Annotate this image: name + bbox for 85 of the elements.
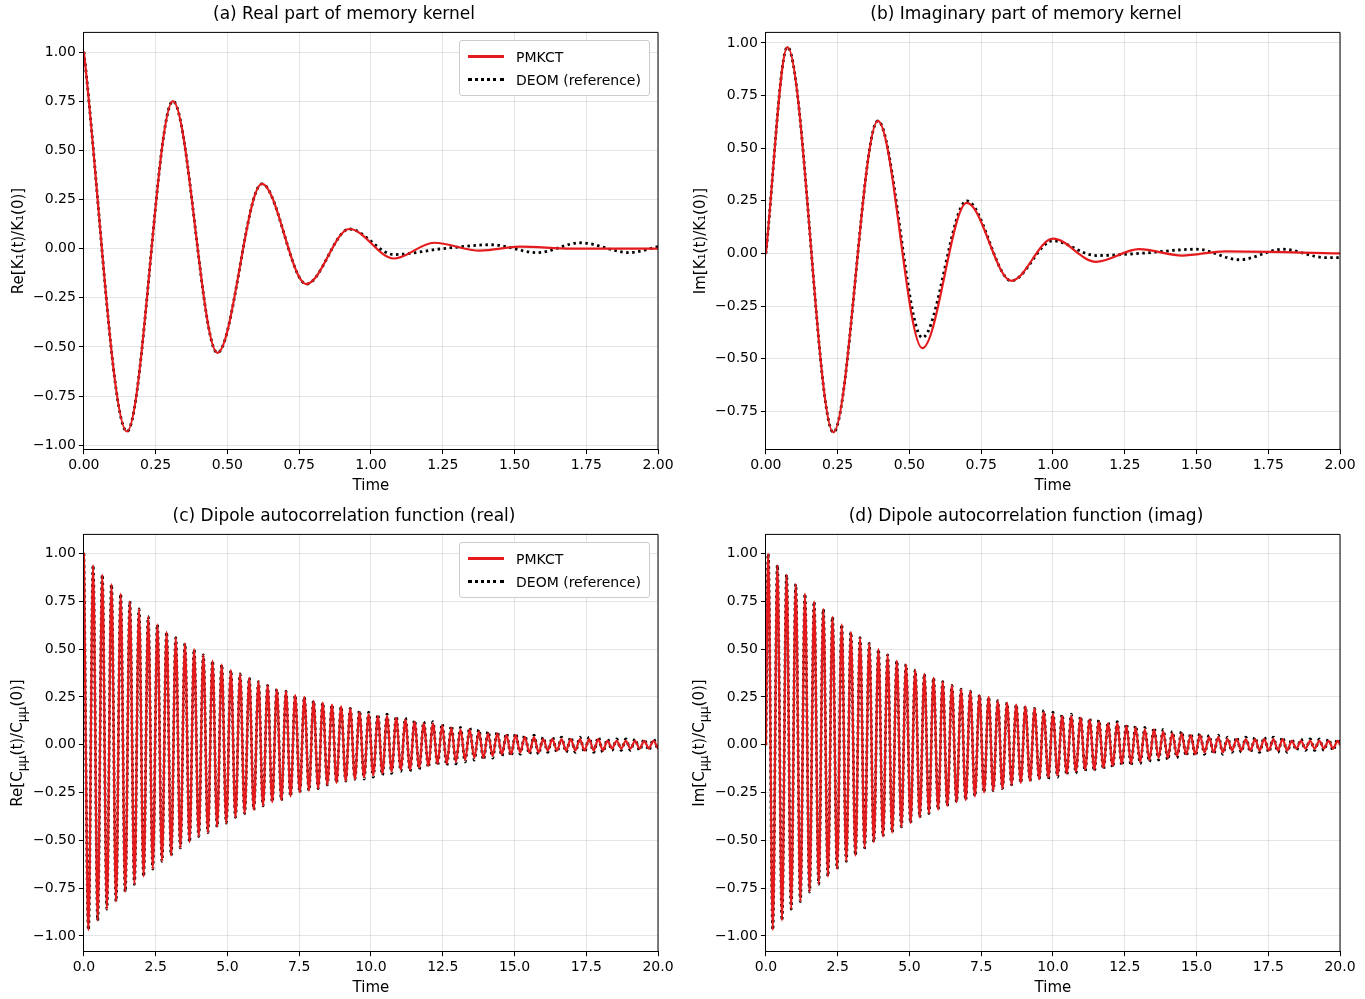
y-tick-label: −1.00 bbox=[33, 926, 76, 943]
legend-label: DEOM (reference) bbox=[516, 71, 641, 88]
y-tick-label: 0.75 bbox=[726, 591, 758, 608]
x-axis-title: Time bbox=[351, 977, 390, 996]
x-tick-label: 2.5 bbox=[826, 958, 849, 975]
chart-title: (c) Dipole autocorrelation function (real) bbox=[172, 504, 516, 525]
y-tick-label: −0.75 bbox=[715, 401, 758, 418]
legend-label: DEOM (reference) bbox=[516, 573, 641, 590]
y-tick-label: 1.00 bbox=[44, 42, 76, 59]
legend-label: PMKCT bbox=[516, 48, 564, 65]
x-tick-label: 0.0 bbox=[754, 958, 778, 975]
x-tick-label: 0.0 bbox=[72, 958, 96, 975]
x-tick-label: 20.0 bbox=[1324, 958, 1356, 975]
y-tick-label: 0.75 bbox=[44, 591, 76, 608]
x-tick-label: 0.00 bbox=[750, 456, 782, 473]
x-tick-label: 1.00 bbox=[355, 456, 387, 473]
y-tick-label: −0.75 bbox=[33, 386, 76, 403]
y-tick-label: 0.25 bbox=[726, 191, 758, 208]
y-axis-title: Re[K₁(t)/K₁(0)] bbox=[9, 187, 27, 294]
y-tick-label: 0.75 bbox=[44, 91, 76, 108]
x-tick-label: 0.00 bbox=[68, 456, 100, 473]
x-tick-label: 15.0 bbox=[498, 958, 531, 975]
y-tick-label: 1.00 bbox=[44, 544, 76, 561]
x-tick-label: 2.5 bbox=[144, 958, 167, 975]
x-tick-label: 2.00 bbox=[1324, 456, 1356, 473]
x-tick-label: 10.0 bbox=[1037, 958, 1069, 975]
x-tick-label: 1.75 bbox=[1252, 456, 1284, 473]
y-tick-label: −0.50 bbox=[33, 830, 76, 847]
x-tick-label: 0.25 bbox=[140, 456, 172, 473]
y-tick-label: −0.50 bbox=[715, 349, 758, 366]
x-tick-label: 12.5 bbox=[1109, 958, 1141, 975]
x-tick-label: 1.25 bbox=[427, 456, 459, 473]
x-tick-label: 0.75 bbox=[283, 456, 315, 473]
x-tick-label: 12.5 bbox=[427, 958, 459, 975]
x-tick-label: 5.0 bbox=[216, 958, 239, 975]
x-tick-label: 1.00 bbox=[1037, 456, 1069, 473]
y-tick-label: 0.50 bbox=[44, 639, 76, 656]
y-tick-label: −0.75 bbox=[33, 878, 76, 895]
x-tick-label: 17.5 bbox=[570, 958, 602, 975]
x-tick-label: 5.0 bbox=[898, 958, 921, 975]
x-tick-label: 1.50 bbox=[1180, 456, 1213, 473]
x-axis-title: Time bbox=[351, 475, 390, 494]
x-axis-title: Time bbox=[1033, 977, 1072, 996]
x-tick-label: 20.0 bbox=[642, 958, 674, 975]
x-tick-label: 10.0 bbox=[355, 958, 387, 975]
y-tick-label: 0.50 bbox=[726, 639, 758, 656]
y-tick-label: −0.50 bbox=[33, 337, 76, 354]
y-axis-title: Im[K₁(t)/K₁(0)] bbox=[691, 187, 709, 294]
x-tick-label: 1.50 bbox=[498, 456, 531, 473]
chart-title: (a) Real part of memory kernel bbox=[213, 2, 475, 23]
y-tick-label: 0.00 bbox=[44, 735, 76, 752]
y-tick-label: 0.00 bbox=[726, 735, 758, 752]
y-tick-label: 1.00 bbox=[726, 33, 758, 50]
y-tick-label: 0.50 bbox=[44, 141, 76, 157]
legend-label: PMKCT bbox=[516, 550, 564, 567]
x-axis-title: Time bbox=[1033, 475, 1072, 494]
y-tick-label: −0.25 bbox=[33, 288, 76, 305]
y-tick-label: −0.50 bbox=[715, 830, 758, 847]
y-tick-label: −0.25 bbox=[33, 783, 76, 800]
y-tick-label: 0.25 bbox=[44, 190, 76, 207]
x-tick-label: 0.50 bbox=[211, 456, 244, 473]
x-tick-label: 17.5 bbox=[1252, 958, 1284, 975]
y-tick-label: −1.00 bbox=[715, 926, 758, 943]
chart-title: (b) Imaginary part of memory kernel bbox=[870, 2, 1182, 23]
x-tick-label: 0.25 bbox=[822, 456, 854, 473]
x-tick-label: 2.00 bbox=[642, 456, 674, 473]
x-tick-label: 0.75 bbox=[965, 456, 997, 473]
y-tick-label: 0.75 bbox=[726, 86, 758, 103]
y-tick-label: 0.00 bbox=[44, 239, 76, 256]
y-tick-label: 0.25 bbox=[726, 687, 758, 704]
y-tick-label: 0.00 bbox=[726, 244, 758, 261]
x-tick-label: 15.0 bbox=[1180, 958, 1213, 975]
y-tick-label: −0.25 bbox=[715, 783, 758, 800]
y-tick-label: −1.00 bbox=[33, 435, 76, 452]
x-tick-label: 0.50 bbox=[893, 456, 926, 473]
y-tick-label: −0.25 bbox=[715, 296, 758, 313]
x-tick-label: 1.25 bbox=[1109, 456, 1141, 473]
x-tick-label: 1.75 bbox=[570, 456, 602, 473]
y-tick-label: 1.00 bbox=[726, 544, 758, 561]
y-tick-label: 0.25 bbox=[44, 687, 76, 704]
chart-title: (d) Dipole autocorrelation function (imag) bbox=[848, 504, 1204, 525]
x-tick-label: 7.5 bbox=[970, 958, 993, 975]
y-tick-label: −0.75 bbox=[715, 878, 758, 895]
x-tick-label: 7.5 bbox=[288, 958, 311, 975]
y-tick-label: 0.50 bbox=[726, 138, 758, 155]
